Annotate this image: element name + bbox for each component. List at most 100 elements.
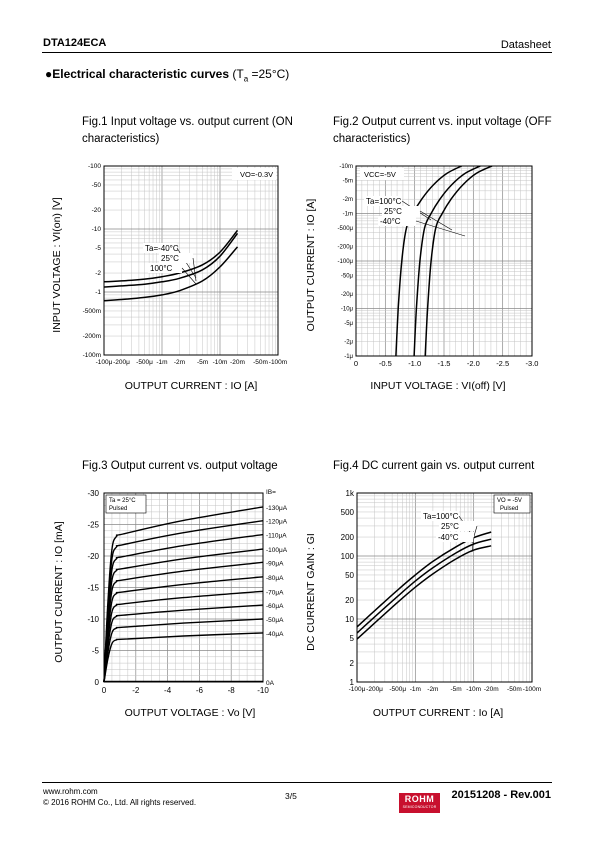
section-cond: (T	[229, 67, 244, 81]
fig2-legend-bg	[378, 216, 416, 226]
fig1-x-tick: -2m	[174, 359, 185, 366]
fig4-legend-label: -40°C	[438, 533, 459, 542]
fig1-legend-label: 100°C	[150, 264, 173, 273]
header-rule	[42, 52, 552, 53]
fig2-condition: VCC=-5V	[364, 170, 396, 179]
fig3-y-tick: -30	[87, 489, 99, 498]
fig4-caption: Fig.4 DC current gain vs. output current	[333, 458, 534, 475]
fig4-x-tick: -50m	[507, 686, 522, 693]
footer-copyright: © 2016 ROHM Co., Ltd. All rights reserve…	[43, 798, 197, 807]
fig1-legend-leader	[192, 257, 197, 282]
fig3-series-line	[103, 618, 264, 683]
fig2-y-tick: -50μ	[341, 273, 354, 279]
fig1-x-tick: -20m	[230, 359, 245, 366]
part-number: DTA124ECA	[43, 37, 107, 49]
section-cond-post: =25°C)	[248, 67, 290, 81]
fig3-x-tick: -4	[164, 686, 172, 695]
fig4-legend-bg	[421, 511, 459, 521]
fig1-x-tick: -100μ	[96, 359, 113, 366]
fig4-y-tick: 500	[341, 508, 355, 517]
footer-left: www.rohm.com © 2016 ROHM Co., Ltd. All r…	[43, 786, 196, 808]
fig3-y-label: OUTPUT CURRENT : IO [mA]	[53, 521, 65, 662]
fig2-x-label: INPUT VOLTAGE : VI(off) [V]	[370, 380, 505, 392]
fig4-x-tick: -2m	[427, 686, 438, 693]
fig4-condition-line1: VO = -5V	[497, 498, 522, 504]
fig1-series-line	[103, 232, 239, 288]
fig2-x-tick: -0.5	[379, 359, 392, 368]
fig1-legend-leader	[181, 267, 197, 285]
section-title-text: Electrical characteristic curves	[52, 67, 230, 81]
fig2-x-tick: 0	[354, 359, 358, 368]
fig3-x-tick: -6	[196, 686, 204, 695]
fig2-x-tick: -2.5	[496, 359, 509, 368]
fig1-y-tick: -10	[92, 226, 102, 233]
fig3-condition-box	[105, 494, 147, 514]
footer-url[interactable]: www.rohm.com	[43, 787, 98, 796]
fig2-legend-label: 25°C	[384, 207, 402, 216]
fig1-y-tick: -500m	[83, 308, 101, 315]
fig1-y-tick: -100m	[83, 352, 101, 359]
fig3-series-label: -70μA	[266, 589, 284, 596]
fig2-legend-label: Ta=100°C	[366, 197, 402, 206]
fig1-x-tick: -100m	[269, 359, 287, 366]
fig2-y-tick: -100μ	[338, 259, 354, 265]
logo-text: ROHM	[404, 794, 435, 804]
fig1-legend-label: 25°C	[161, 254, 179, 263]
bullet-icon: ●	[45, 67, 53, 81]
fig4-x-tick: -200μ	[366, 686, 383, 693]
fig1-x-tick: -500μ	[136, 359, 153, 366]
fig4-legend-leader	[471, 536, 475, 553]
fig3-series-label: -110μA	[266, 533, 287, 540]
fig3-series-label: 0A	[266, 680, 275, 687]
fig2-y-tick: -20μ	[341, 292, 354, 298]
fig3-series-line	[103, 590, 264, 683]
fig1-series-line	[103, 246, 239, 302]
fig1-y-tick: -20	[92, 207, 102, 214]
fig1-legend-bg	[148, 263, 182, 273]
rohm-logo: ROHM SEMICONDUCTOR	[399, 793, 440, 813]
fig1-caption: Fig.1 Input voltage vs. output current (…	[82, 114, 293, 148]
fig3-series-line	[103, 576, 264, 683]
fig1-caption-line2: characteristics)	[82, 133, 160, 145]
fig1-x-tick: -5m	[197, 359, 208, 366]
fig3-x-label: OUTPUT VOLTAGE : Vo [V]	[125, 707, 256, 719]
fig4-x-tick: -1m	[410, 686, 421, 693]
fig4-series-line	[356, 538, 492, 634]
fig2-frame	[355, 165, 533, 357]
fig2-y-tick: -10m	[339, 164, 353, 170]
fig1-y-tick: -2	[95, 270, 101, 277]
fig2-legend-bg	[382, 206, 420, 216]
fig4-y-tick: 1	[350, 678, 355, 687]
fig2-y-tick: -200μ	[338, 245, 354, 251]
fig4-legend-label: 25°C	[441, 522, 459, 531]
fig2-legend-bg	[364, 196, 402, 206]
fig4-y-tick: 20	[345, 596, 354, 605]
fig1-x-tick: -50m	[253, 359, 268, 366]
fig3-condition-line2: Pulsed	[109, 506, 127, 512]
fig4-condition-box	[493, 494, 531, 514]
fig4-y-tick: 200	[341, 533, 355, 542]
fig4-y-tick: 10	[345, 615, 354, 624]
fig2-x-tick: -3.0	[526, 359, 539, 368]
fig4-frame	[356, 492, 533, 683]
fig2-x-tick: -1.0	[408, 359, 421, 368]
fig1-legend-bg	[143, 243, 177, 253]
fig2-legend-leader	[419, 210, 453, 231]
fig2-legend-leader	[415, 220, 466, 237]
fig4-y-label: DC CURRENT GAIN : GI	[305, 533, 317, 651]
footer-rule	[42, 782, 552, 783]
fig2-x-tick: -2.0	[467, 359, 480, 368]
fig3-series-label: -120μA	[266, 519, 288, 526]
fig1-condition: VO=-0.3V	[240, 170, 273, 179]
fig3-series-label: -130μA	[266, 505, 288, 512]
fig4-y-tick: 100	[341, 552, 355, 561]
fig3-caption: Fig.3 Output current vs. output voltage	[82, 458, 278, 475]
section-title: ●Electrical characteristic curves (Ta =2…	[45, 67, 289, 83]
fig2-series-line	[424, 165, 493, 357]
fig1-legend-bg	[159, 253, 193, 263]
fig3-series-label: -100μA	[266, 547, 288, 554]
fig4-x-label: OUTPUT CURRENT : Io [A]	[373, 707, 503, 719]
fig3-series-label: -80μA	[266, 575, 284, 582]
fig3-y-tick: -25	[87, 521, 99, 530]
